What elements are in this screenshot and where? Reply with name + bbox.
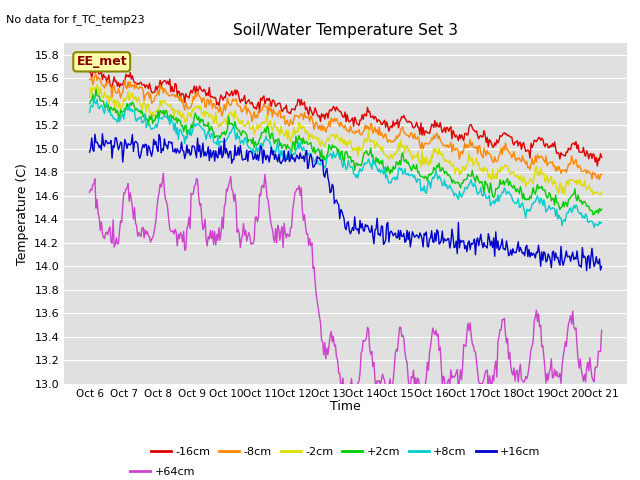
+16cm <box>398 233 406 239</box>
-8cm <box>552 168 559 174</box>
-8cm <box>398 126 406 132</box>
Line: -16cm: -16cm <box>90 69 602 166</box>
Text: No data for f_TC_temp23: No data for f_TC_temp23 <box>6 14 145 25</box>
+2cm <box>86 101 93 107</box>
+16cm <box>303 147 310 153</box>
+16cm <box>246 148 254 154</box>
-2cm <box>552 180 559 186</box>
+2cm <box>552 192 559 198</box>
Line: +8cm: +8cm <box>90 97 602 228</box>
-2cm <box>93 82 101 87</box>
-16cm <box>398 114 406 120</box>
Line: +2cm: +2cm <box>90 89 602 215</box>
+2cm <box>303 138 310 144</box>
-16cm <box>90 66 98 72</box>
+64cm <box>303 231 310 237</box>
+16cm <box>583 268 591 274</box>
+64cm <box>598 327 605 333</box>
-16cm <box>463 132 471 138</box>
-8cm <box>373 127 381 132</box>
+64cm <box>159 170 167 176</box>
+2cm <box>373 159 381 165</box>
X-axis label: Time: Time <box>330 400 361 413</box>
+16cm <box>99 131 106 137</box>
-8cm <box>92 72 100 77</box>
-2cm <box>373 139 381 145</box>
+64cm <box>246 234 254 240</box>
Line: -2cm: -2cm <box>90 84 602 195</box>
+8cm <box>552 214 559 219</box>
-16cm <box>303 104 310 110</box>
+16cm <box>373 216 381 221</box>
+8cm <box>590 225 598 230</box>
+8cm <box>303 149 310 155</box>
-8cm <box>598 171 605 177</box>
-2cm <box>463 163 471 168</box>
Text: EE_met: EE_met <box>76 55 127 68</box>
-16cm <box>246 100 254 106</box>
+2cm <box>246 137 254 143</box>
-8cm <box>86 76 93 82</box>
+2cm <box>598 206 605 212</box>
Line: +64cm: +64cm <box>90 173 602 399</box>
-16cm <box>552 145 559 151</box>
+8cm <box>90 95 98 100</box>
-2cm <box>246 126 254 132</box>
+16cm <box>598 264 605 269</box>
+8cm <box>373 165 381 171</box>
-2cm <box>303 128 310 134</box>
Line: -8cm: -8cm <box>90 74 602 180</box>
+64cm <box>398 334 406 339</box>
-2cm <box>598 189 605 195</box>
+64cm <box>553 368 561 374</box>
+16cm <box>86 149 93 155</box>
+16cm <box>463 249 471 254</box>
+2cm <box>92 86 100 92</box>
-8cm <box>303 114 310 120</box>
-2cm <box>398 144 406 150</box>
-16cm <box>593 163 601 169</box>
+64cm <box>464 321 472 326</box>
+8cm <box>398 166 406 171</box>
+2cm <box>463 176 471 182</box>
-8cm <box>246 109 254 115</box>
+2cm <box>589 212 597 217</box>
-16cm <box>598 155 605 160</box>
-2cm <box>86 95 93 100</box>
-16cm <box>86 69 93 75</box>
Legend: +64cm: +64cm <box>126 463 200 480</box>
+16cm <box>552 250 559 256</box>
Title: Soil/Water Temperature Set 3: Soil/Water Temperature Set 3 <box>233 23 458 38</box>
-2cm <box>596 192 604 198</box>
+2cm <box>398 152 406 158</box>
-8cm <box>463 142 471 147</box>
+64cm <box>373 378 381 384</box>
+64cm <box>442 396 449 402</box>
-8cm <box>596 177 604 182</box>
Y-axis label: Temperature (C): Temperature (C) <box>16 163 29 264</box>
+8cm <box>598 219 605 225</box>
+64cm <box>86 190 93 195</box>
-16cm <box>373 119 381 125</box>
+8cm <box>86 109 93 115</box>
+8cm <box>463 186 471 192</box>
Line: +16cm: +16cm <box>90 134 602 271</box>
+8cm <box>246 145 254 151</box>
